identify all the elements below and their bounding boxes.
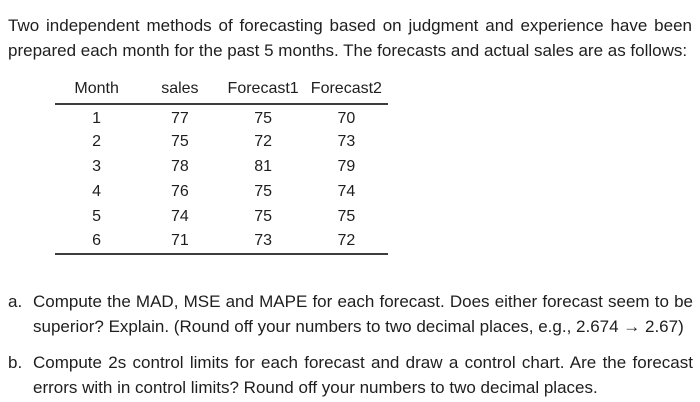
table-cell-month: 3	[92, 157, 102, 175]
table-cell-forecast2: 79	[337, 157, 356, 175]
table-row: 3 78 81 79	[55, 154, 388, 179]
question-a-label: a.	[8, 292, 23, 311]
question-list: a. Compute the MAD, MSE and MAPE for eac…	[8, 289, 693, 400]
table-cell-forecast1: 75	[254, 182, 273, 200]
table-cell-forecast1: 81	[254, 157, 273, 175]
table-row: 1 77 75 70	[55, 104, 388, 129]
question-a-text: Compute the MAD, MSE and MAPE for each f…	[33, 292, 693, 336]
table-cell-forecast1: 73	[254, 232, 273, 249]
table-cell-month: 4	[92, 182, 102, 200]
question-b-label: b.	[8, 353, 23, 372]
table-row: 5 74 75 75	[55, 204, 388, 229]
question-a: a. Compute the MAD, MSE and MAPE for eac…	[8, 289, 693, 339]
table-cell-forecast2: 72	[337, 232, 356, 249]
table-cell-forecast2: 75	[337, 207, 356, 225]
forecast-table: Month sales Forecast1 Forecast2 1 77 75 …	[55, 80, 388, 255]
table-cell-forecast2: 70	[337, 109, 356, 127]
table-cell-month: 2	[92, 132, 102, 150]
table-cell-sales: 71	[170, 232, 189, 249]
table-cell-forecast2: 73	[337, 132, 356, 150]
col-header-sales: sales	[138, 80, 222, 105]
table-row: 4 76 75 74	[55, 179, 388, 204]
question-b: b. Compute 2s control limits for each fo…	[8, 350, 693, 400]
table-cell-month: 5	[92, 207, 102, 225]
table-cell-forecast1: 75	[254, 109, 273, 127]
table-cell-month: 6	[92, 232, 102, 249]
table-cell-forecast2: 74	[337, 182, 356, 200]
table-row: 2 75 72 73	[55, 129, 388, 154]
table-header-row: Month sales Forecast1 Forecast2	[55, 80, 388, 105]
col-header-month: Month	[55, 80, 139, 105]
table-cell-sales: 76	[170, 182, 189, 200]
table-cell-forecast1: 75	[254, 207, 273, 225]
table-cell-sales: 78	[170, 157, 189, 175]
intro-paragraph: Two independent methods of forecasting b…	[8, 16, 692, 60]
col-header-forecast2: Forecast2	[304, 80, 388, 105]
table-cell-forecast1: 72	[254, 132, 273, 150]
table-cell-sales: 74	[170, 207, 189, 225]
col-header-forecast1: Forecast1	[221, 80, 305, 105]
table-cell-sales: 75	[170, 132, 189, 150]
table-cell-sales: 77	[170, 109, 189, 127]
table-cell-month: 1	[92, 109, 102, 127]
table-row: 6 71 73 72	[55, 229, 388, 254]
question-b-text: Compute 2s control limits for each forec…	[33, 353, 693, 397]
